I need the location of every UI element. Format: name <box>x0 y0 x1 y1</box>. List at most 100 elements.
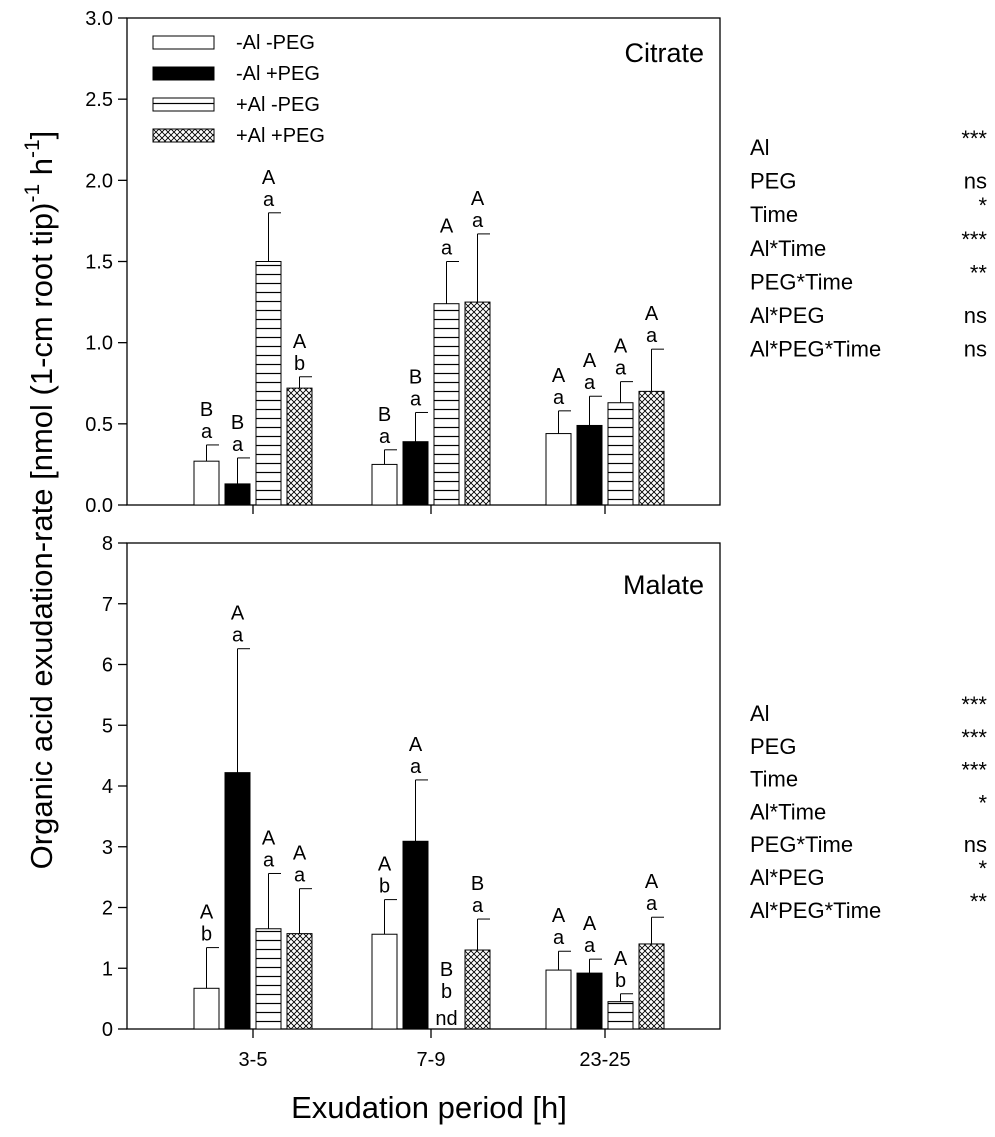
sig-letter-lower: a <box>472 210 484 232</box>
sig-letter-lower: b <box>615 970 626 992</box>
sig-letter-upper: B <box>378 404 391 426</box>
bar <box>638 943 665 1030</box>
sig-letter-upper: A <box>262 167 276 189</box>
stats-significance: * <box>978 856 987 881</box>
y-tick-label: 0.5 <box>85 414 113 436</box>
y-tick-label: 8 <box>102 533 113 555</box>
bar <box>464 949 491 1030</box>
panel-label: Citrate <box>624 38 704 68</box>
sig-letter-lower: a <box>410 756 422 778</box>
sig-letter-upper: A <box>583 913 597 935</box>
sig-letter-lower: a <box>263 849 275 871</box>
stats-significance: *** <box>961 725 987 750</box>
sig-letter-lower: a <box>584 935 596 957</box>
sig-letter-upper: A <box>645 303 659 325</box>
sig-letter-lower: a <box>294 865 306 887</box>
y-tick-label: 3.0 <box>85 8 113 30</box>
sig-letter-upper: A <box>552 905 566 927</box>
stats-term: Time <box>750 767 798 792</box>
stats-term: PEG <box>750 169 796 194</box>
stats-term: PEG*Time <box>750 832 853 857</box>
bar <box>576 972 603 1030</box>
stats-term: PEG <box>750 734 796 759</box>
stats-term: Al <box>750 135 770 160</box>
sig-letter-upper: A <box>200 902 214 924</box>
y-tick-label: 6 <box>102 655 113 677</box>
bar-note: nd <box>435 1008 457 1030</box>
bar <box>193 460 220 506</box>
legend-swatch <box>152 35 215 50</box>
sig-letter-upper: A <box>293 331 307 353</box>
stats-significance: *** <box>961 692 987 717</box>
stats-significance: ** <box>970 889 988 914</box>
sig-letter-upper: A <box>378 854 392 876</box>
y-tick-label: 0.0 <box>85 495 113 517</box>
sig-letter-lower: a <box>410 388 422 410</box>
y-tick-label: 7 <box>102 594 113 616</box>
bar <box>607 402 634 506</box>
bar <box>224 483 251 506</box>
sig-letter-lower: a <box>232 434 244 456</box>
bar <box>224 772 251 1030</box>
y-tick-label: 1.0 <box>85 333 113 355</box>
sig-letter-lower: b <box>441 981 452 1003</box>
x-tick-label: 23-25 <box>579 1049 630 1071</box>
y-tick-label: 0 <box>102 1019 113 1041</box>
sig-letter-upper: B <box>409 366 422 388</box>
sig-letter-lower: b <box>201 924 212 946</box>
stats-term: PEG*Time <box>750 269 853 294</box>
stats-significance: * <box>978 790 987 815</box>
sig-letter-lower: a <box>646 325 658 347</box>
bar <box>255 928 282 1030</box>
legend-swatch <box>152 66 215 81</box>
y-tick-label: 3 <box>102 837 113 859</box>
sig-letter-upper: A <box>552 365 566 387</box>
bar <box>607 1001 634 1030</box>
bar <box>576 424 603 506</box>
sig-letter-upper: A <box>231 603 245 625</box>
stats-term: Al*PEG*Time <box>750 337 881 362</box>
stats-term: Al*Time <box>750 236 826 261</box>
sig-letter-upper: A <box>583 350 597 372</box>
sig-letter-upper: B <box>200 399 213 421</box>
panel-label: Malate <box>623 570 704 600</box>
sig-letter-lower: a <box>584 372 596 394</box>
sig-letter-upper: A <box>409 734 423 756</box>
stats-significance: ns <box>964 832 987 857</box>
x-axis-label: Exudation period [h] <box>291 1090 567 1125</box>
stats-term: Al*PEG*Time <box>750 898 881 923</box>
sig-letter-lower: a <box>615 358 627 380</box>
stats-significance: *** <box>961 126 987 151</box>
sig-letter-lower: b <box>379 876 390 898</box>
legend-swatch <box>152 128 215 143</box>
bar <box>433 303 460 506</box>
y-tick-label: 2 <box>102 898 113 920</box>
bar <box>286 933 313 1030</box>
bar <box>545 433 572 506</box>
y-tick-label: 2.0 <box>85 170 113 192</box>
sig-letter-upper: A <box>471 188 485 210</box>
sig-letter-lower: a <box>201 421 213 443</box>
sig-letter-lower: a <box>263 189 275 211</box>
y-tick-label: 2.5 <box>85 89 113 111</box>
bar <box>464 301 491 506</box>
sig-letter-lower: a <box>553 927 565 949</box>
sig-letter-lower: b <box>294 353 305 375</box>
sig-letter-lower: a <box>232 625 244 647</box>
sig-letter-upper: A <box>440 216 454 238</box>
bar <box>255 261 282 506</box>
sig-letter-lower: a <box>441 238 453 260</box>
sig-letter-upper: A <box>645 871 659 893</box>
bar <box>638 390 665 506</box>
stats-significance: ns <box>964 303 987 328</box>
sig-letter-upper: B <box>231 412 244 434</box>
sig-letter-upper: A <box>614 336 628 358</box>
sig-letter-lower: a <box>379 426 391 448</box>
sig-letter-upper: B <box>471 873 484 895</box>
stats-significance: *** <box>961 227 987 252</box>
legend-label: -Al +PEG <box>236 63 320 85</box>
legend-label: +Al -PEG <box>236 94 320 116</box>
